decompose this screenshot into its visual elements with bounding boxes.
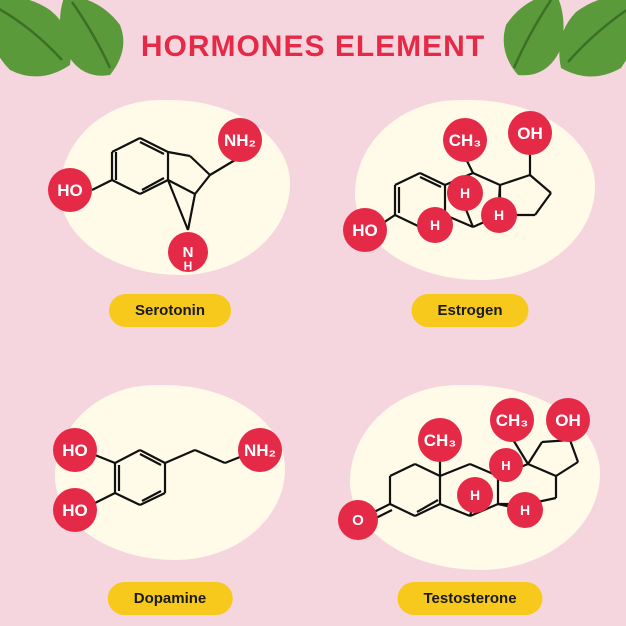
atom-label: O — [352, 512, 364, 529]
atom-label: H — [494, 207, 504, 223]
atom-label: CH₃ — [424, 431, 456, 450]
infographic-canvas: HORMONES ELEMENT HONH₂NHSerotoninHOCH₃OH… — [0, 0, 626, 626]
testosterone-label: Testosterone — [397, 582, 542, 615]
svg-text:H: H — [184, 259, 193, 273]
atom-label: H — [470, 487, 480, 503]
atom-label: OH — [517, 124, 543, 143]
estrogen-structure: HO CH₃ OH H H H — [335, 85, 615, 295]
atom-label: OH — [555, 411, 581, 430]
serotonin-label: Serotonin — [109, 294, 231, 327]
testosterone-structure: O CH₃ CH₃ OH H H H — [330, 370, 620, 585]
page-title: HORMONES ELEMENT — [141, 30, 485, 64]
atom-label: CH₃ — [496, 411, 528, 430]
dopamine-structure: HO HO NH₂ — [40, 375, 300, 575]
atom-label: H — [501, 458, 510, 473]
dopamine-label: Dopamine — [108, 582, 233, 615]
atom-label: NH₂ — [244, 441, 276, 460]
atom-label: H — [520, 502, 530, 518]
serotonin-structure: HO NH₂ NH — [40, 90, 300, 290]
atom-label: HO — [62, 501, 88, 520]
atom-label: NH₂ — [224, 131, 256, 150]
atom-label: HO — [352, 221, 378, 240]
atom-label: HO — [62, 441, 88, 460]
atom-label: N — [183, 244, 194, 261]
atom-label: H — [430, 217, 440, 233]
atom-label: HO — [57, 181, 83, 200]
atom-label: H — [460, 185, 470, 201]
atom-label: CH₃ — [449, 131, 481, 150]
estrogen-label: Estrogen — [411, 294, 528, 327]
